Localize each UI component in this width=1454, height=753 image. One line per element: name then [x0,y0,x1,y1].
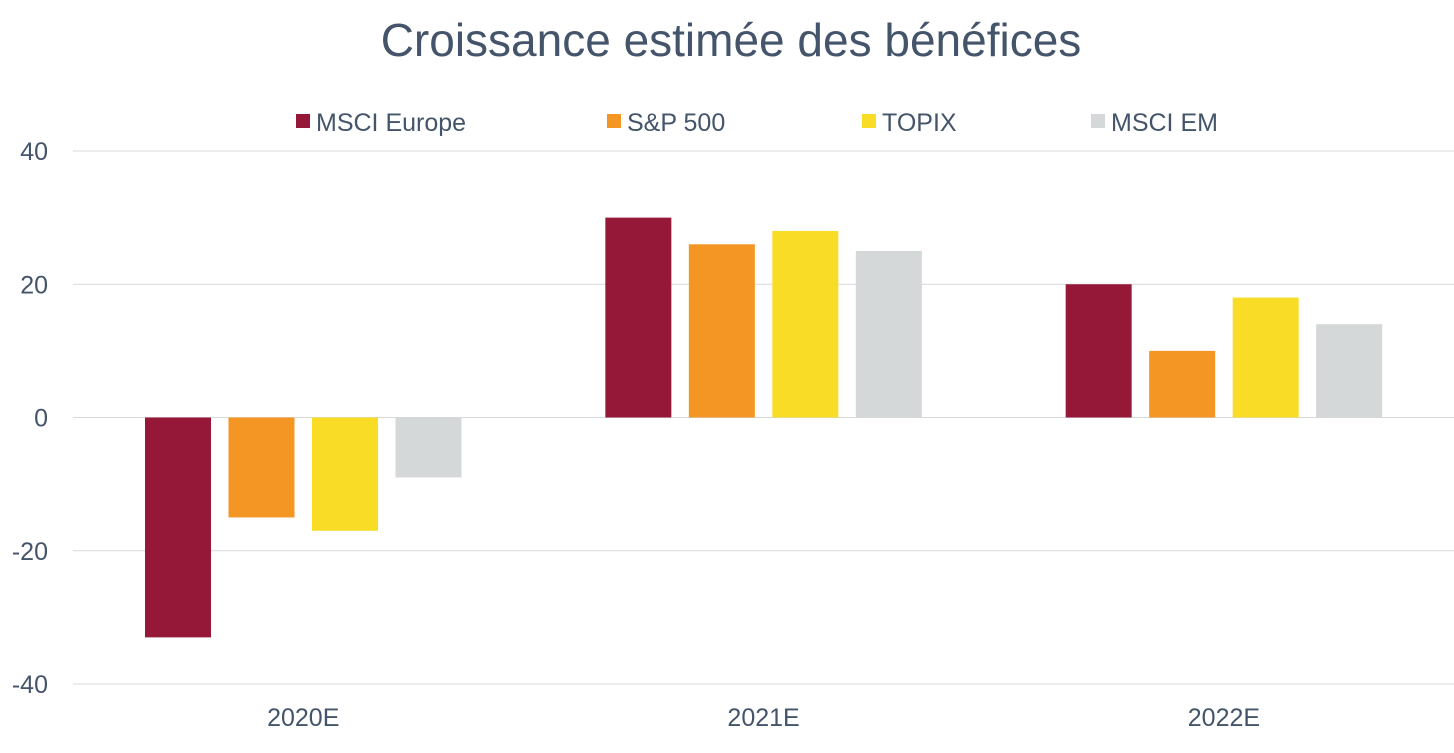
y-tick-label: 0 [34,405,48,433]
bar-msci-europe-2020e [145,417,211,638]
bars [145,217,1383,638]
gridlines [73,150,1454,685]
legend-swatch [1091,114,1105,128]
chart-title: Croissance estimée des bénéfices [381,14,1082,66]
legend-label: MSCI EM [1111,109,1218,137]
x-tick-label: 2022E [1188,704,1260,732]
legend-swatch [296,114,310,128]
bar-topix-2022e [1232,297,1299,418]
bar-s-p-500-2021e [688,244,755,418]
x-tick-label: 2021E [727,704,799,732]
x-axis: 2020E 2021E 2022E [267,704,1260,732]
legend-label: MSCI Europe [316,109,466,137]
y-tick-label: 20 [20,271,48,299]
bar-msci-em-2021e [855,250,922,418]
legend-swatch [862,114,876,128]
legend: MSCI Europe S&P 500 TOPIX MSCI EM [296,109,1218,137]
y-tick-label: 40 [20,138,48,166]
bar-msci-em-2020e [395,417,462,478]
bar-s-p-500-2022e [1149,350,1216,418]
bar-topix-2020e [312,417,378,531]
x-tick-label: 2020E [267,704,339,732]
y-axis: 40 20 0 -20 -40 [12,138,48,699]
legend-label: S&P 500 [627,109,725,137]
legend-label: TOPIX [882,109,957,137]
legend-swatch [607,114,621,128]
y-tick-label: -40 [12,671,48,699]
bar-msci-europe-2021e [605,217,672,418]
bar-msci-em-2022e [1316,324,1383,418]
bar-msci-europe-2022e [1065,284,1132,418]
bar-s-p-500-2020e [228,417,295,518]
bar-topix-2021e [772,230,839,418]
y-tick-label: -20 [12,538,48,566]
